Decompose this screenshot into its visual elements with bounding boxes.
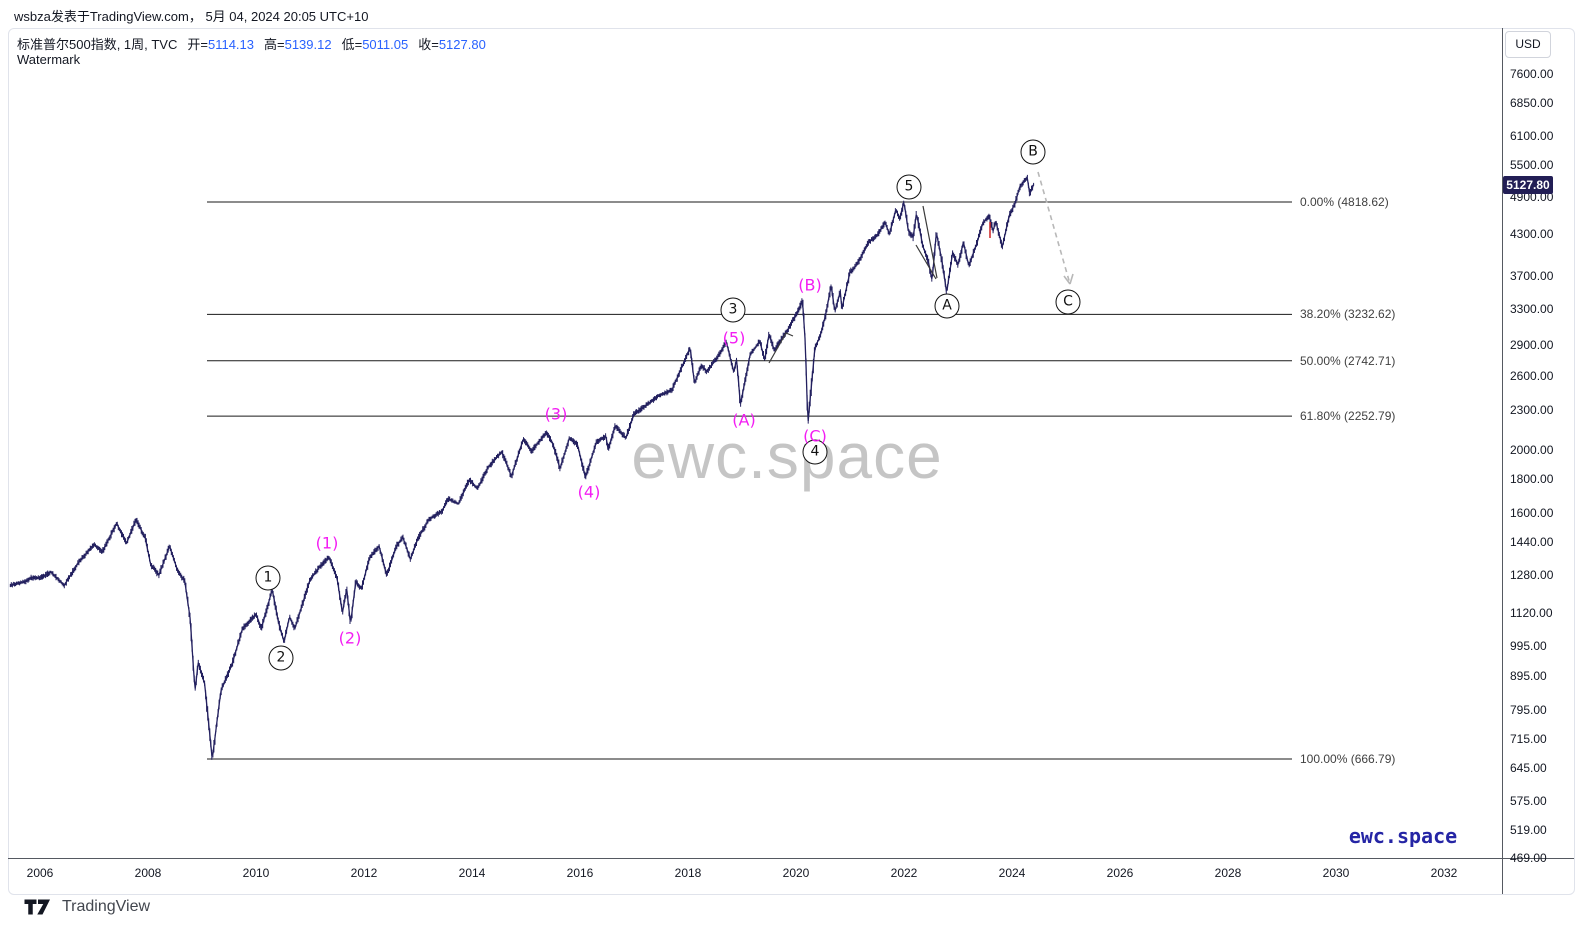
price-tick: 715.00	[1510, 732, 1547, 747]
tradingview-brand[interactable]: TradingView	[62, 898, 151, 915]
wave-label-magenta-(C)[interactable]: (C)	[803, 426, 827, 446]
price-tick: 575.00	[1510, 793, 1547, 808]
price-tick: 5500.00	[1510, 157, 1554, 172]
trendline-annotations	[768, 205, 938, 364]
wave-label-circled-1[interactable]: 1	[255, 565, 281, 591]
price-tick: 895.00	[1510, 669, 1547, 684]
wave-label-circled-C[interactable]: C	[1055, 289, 1081, 315]
watermark-label: Watermark	[17, 52, 81, 67]
ohlc-pair: 收=5127.80	[418, 37, 486, 52]
price-tick: 795.00	[1510, 702, 1547, 717]
wave-label-magenta-(2)[interactable]: (2)	[338, 628, 362, 648]
tradingview-logo-icon[interactable]	[22, 898, 54, 921]
wave-label-circled-3[interactable]: 3	[720, 297, 746, 323]
year-tick: 2020	[782, 866, 810, 880]
fib-level-label: 100.00% (666.79)	[1300, 752, 1396, 766]
wave-label-magenta-(B)[interactable]: (B)	[798, 275, 822, 295]
price-tick: 469.00	[1510, 851, 1547, 866]
year-tick: 2018	[674, 866, 702, 880]
price-tick: 2900.00	[1510, 338, 1554, 352]
price-tick: 519.00	[1510, 822, 1547, 837]
currency-button[interactable]: USD	[1505, 31, 1551, 58]
year-tick: 2006	[26, 866, 54, 880]
year-tick: 2026	[1106, 866, 1134, 880]
last-price-badge: 5127.80	[1503, 176, 1553, 194]
price-tick: 1280.00	[1510, 568, 1554, 583]
year-tick: 2012	[350, 866, 378, 880]
year-tick: 2024	[998, 866, 1026, 880]
wave-label-magenta-(3)[interactable]: (3)	[544, 404, 568, 424]
price-tick: 6850.00	[1510, 95, 1554, 110]
price-tick: 3700.00	[1510, 269, 1554, 284]
year-tick: 2016	[566, 866, 594, 880]
fib-lines	[207, 201, 1292, 760]
price-tick: 4300.00	[1510, 227, 1554, 242]
ohlc-values: 开=5114.13 高=5139.12 低=5011.05 收=5127.80	[177, 37, 485, 52]
price-tick: 1120.00	[1510, 606, 1553, 620]
price-tick: 995.00	[1510, 639, 1547, 654]
price-tick: 1440.00	[1510, 535, 1554, 550]
year-tick: 2032	[1430, 866, 1458, 880]
year-tick: 2010	[242, 866, 270, 880]
chart-frame	[8, 28, 1575, 895]
year-tick: 2014	[458, 866, 486, 880]
chart-legend[interactable]: 标准普尔500指数, 1周, TVC 开=5114.13 高=5139.12 低=50…	[17, 34, 486, 53]
ohlc-pair: 开=5114.13	[187, 37, 254, 52]
symbol-title: 标准普尔500指数, 1周, TVC	[17, 37, 178, 52]
ohlc-pair: 高=5139.12	[264, 37, 332, 52]
wave-label-magenta-(4)[interactable]: (4)	[577, 482, 601, 502]
center-watermark: ewc.space	[631, 420, 943, 492]
price-tick: 645.00	[1510, 761, 1547, 776]
wave-label-circled-B[interactable]: B	[1020, 139, 1046, 165]
ohlc-pair: 低=5011.05	[341, 37, 409, 52]
price-tick: 3300.00	[1510, 301, 1554, 316]
fib-level-label: 0.00% (4818.62)	[1300, 195, 1389, 209]
price-tick: 2300.00	[1510, 403, 1554, 418]
price-axis-separator	[1502, 28, 1503, 894]
wave-label-circled-A[interactable]: A	[934, 293, 960, 319]
price-tick: 1800.00	[1510, 472, 1554, 487]
year-tick: 2022	[890, 866, 918, 880]
year-tick: 2028	[1214, 866, 1242, 880]
wave-label-circled-2[interactable]: 2	[268, 645, 294, 671]
corner-watermark: ewc.space	[1348, 824, 1458, 848]
projection-arrowhead	[1063, 273, 1074, 285]
price-tick: 2000.00	[1510, 442, 1554, 457]
wave-label-circled-4[interactable]: 4	[802, 439, 828, 465]
price-tick: 1600.00	[1510, 505, 1554, 520]
price-bars	[9, 174, 1035, 760]
wave-label-magenta-(1)[interactable]: (1)	[315, 533, 339, 553]
year-tick: 2008	[134, 866, 162, 880]
fib-level-label: 38.20% (3232.62)	[1300, 307, 1396, 322]
price-tick: 2600.00	[1510, 368, 1554, 383]
fib-level-label: 61.80% (2252.79)	[1300, 409, 1396, 424]
price-tick: 6100.00	[1510, 128, 1554, 143]
byline: wsbza发表于TradingView.com， 5月 04, 2024 20:…	[14, 9, 369, 24]
price-tick: 7600.00	[1510, 66, 1554, 81]
price-close-line	[10, 177, 1035, 756]
year-tick: 2030	[1322, 866, 1350, 880]
wave-label-circled-5[interactable]: 5	[896, 174, 922, 200]
projection-arrow	[1037, 171, 1071, 285]
wave-label-magenta-(A)[interactable]: (A)	[732, 410, 756, 430]
time-axis-separator	[8, 858, 1574, 859]
wave-label-magenta-(5)[interactable]: (5)	[722, 328, 746, 348]
fib-level-label: 50.00% (2742.71)	[1300, 353, 1396, 368]
